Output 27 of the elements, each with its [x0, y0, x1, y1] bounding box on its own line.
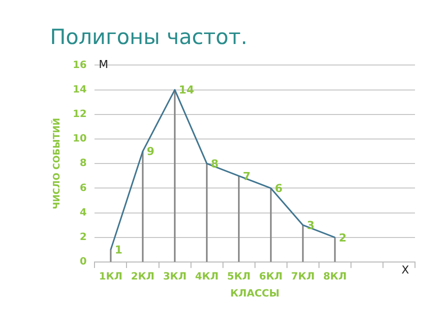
x-tick-label: 1КЛ	[99, 272, 122, 283]
data-label: 9	[146, 145, 154, 158]
data-label: 14	[178, 84, 194, 97]
data-label: 2	[338, 231, 347, 244]
x-tick-label: 3КЛ	[163, 272, 187, 283]
y-tick-label: 14	[72, 84, 87, 96]
y-tick-label: 2	[80, 232, 87, 243]
x-tick-label: 5КЛ	[227, 272, 251, 283]
annotation: М	[98, 58, 108, 72]
y-tick-label: 8	[80, 158, 87, 170]
data-label: 1	[114, 244, 122, 257]
x-tick-label: 4КЛ	[195, 272, 219, 283]
y-axis-title: ЧИСЛО СОБЫТИЙ	[50, 118, 63, 210]
y-tick-label: 12	[72, 108, 87, 120]
y-tick-label: 16	[72, 60, 87, 71]
text: Х	[401, 263, 410, 276]
x-axis-title: КЛАССЫ	[230, 288, 280, 300]
chart-title: Полигоны частот.	[50, 25, 248, 50]
x-tick-label: 2КЛ	[131, 272, 154, 283]
y-tick-label: 10	[72, 134, 87, 145]
x-tick-label: 8КЛ	[323, 272, 347, 283]
y-tick-label: 4	[80, 207, 87, 218]
y-tick-label: 0	[80, 256, 87, 268]
data-label: 6	[274, 182, 283, 196]
x-tick-label: 7КЛ	[291, 272, 315, 283]
y-tick-label: 6	[80, 182, 87, 194]
x-tick-label: 6КЛ	[259, 272, 283, 283]
